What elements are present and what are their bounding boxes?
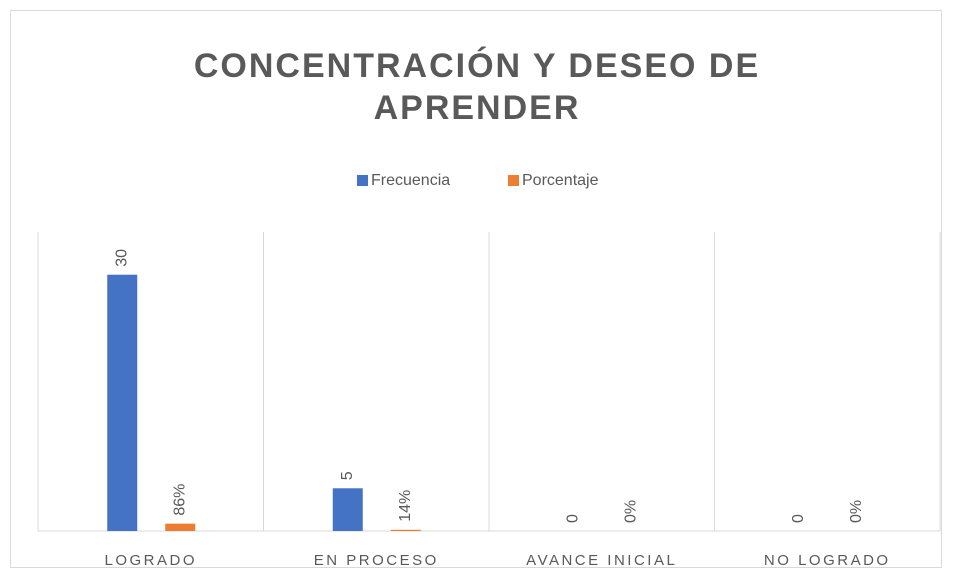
data-label: 0% xyxy=(848,500,865,523)
data-label: 0 xyxy=(790,514,807,523)
x-tick-label: AVANCE INICIAL xyxy=(526,552,677,569)
bar xyxy=(332,488,363,531)
legend-swatch xyxy=(508,175,519,186)
data-label: 14% xyxy=(397,490,414,522)
data-label: 5 xyxy=(339,471,356,480)
data-label: 30 xyxy=(113,249,130,267)
legend-label: Porcentaje xyxy=(522,172,599,189)
legend-swatch xyxy=(357,175,368,186)
legend-label: Frecuencia xyxy=(371,172,450,189)
bar xyxy=(107,274,138,531)
x-tick-label: LOGRADO xyxy=(104,552,197,569)
chart-frame xyxy=(10,10,942,568)
chart-title: CONCENTRACIÓN Y DESEO DE APRENDER xyxy=(193,47,761,127)
x-tick-label: EN PROCESO xyxy=(314,552,439,569)
data-label: 0 xyxy=(564,514,581,523)
data-label: 0% xyxy=(622,500,639,523)
data-label: 86% xyxy=(171,484,188,516)
x-tick-label: NO LOGRADO xyxy=(764,552,891,569)
bar xyxy=(390,529,421,531)
bar xyxy=(165,523,196,531)
